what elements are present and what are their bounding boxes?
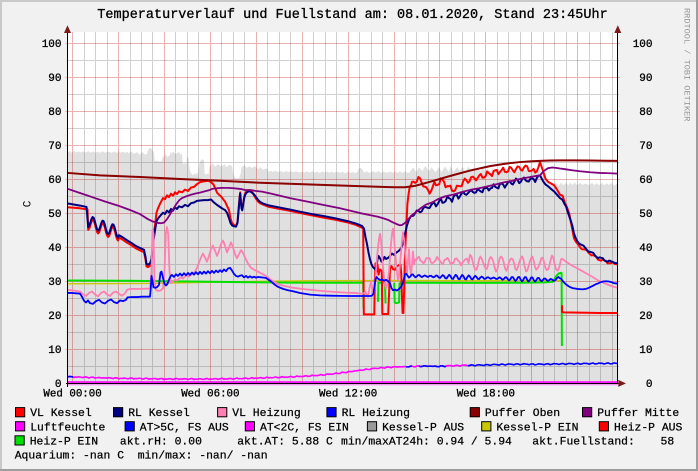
svg-text:akt.Fuellstand:: akt.Fuellstand: bbox=[532, 436, 635, 448]
svg-text:100: 100 bbox=[42, 39, 62, 51]
svg-text:Kessel-P AUS: Kessel-P AUS bbox=[382, 422, 464, 434]
svg-text:RRDTOOL / TOBI OETIKER: RRDTOOL / TOBI OETIKER bbox=[682, 8, 692, 121]
svg-text:Luftfeuchte: Luftfeuchte bbox=[30, 422, 105, 434]
svg-text:80: 80 bbox=[639, 107, 652, 119]
svg-text:Puffer Mitte: Puffer Mitte bbox=[597, 408, 679, 420]
svg-text:50: 50 bbox=[48, 209, 61, 221]
svg-text:Wed 12:00: Wed 12:00 bbox=[319, 388, 377, 400]
svg-text:40: 40 bbox=[639, 243, 652, 255]
svg-text:C: C bbox=[23, 200, 35, 207]
svg-text:RL Kessel: RL Kessel bbox=[128, 408, 190, 420]
svg-text:Kessel-P EIN: Kessel-P EIN bbox=[496, 422, 578, 434]
svg-text:60: 60 bbox=[639, 175, 652, 187]
svg-text:Heiz-P AUS: Heiz-P AUS bbox=[614, 422, 683, 434]
svg-text:VL Kessel: VL Kessel bbox=[30, 408, 92, 420]
svg-text:akt.rH: 0.00: akt.rH: 0.00 bbox=[120, 436, 202, 448]
svg-text:Heiz-P EIN: Heiz-P EIN bbox=[30, 436, 98, 448]
svg-text:Wed 06:00: Wed 06:00 bbox=[181, 388, 239, 400]
svg-text:akt.AT: 5.88 C: akt.AT: 5.88 C bbox=[237, 436, 333, 448]
svg-text:min/maxAT24h: 0.94 / 5.94: min/maxAT24h: 0.94 / 5.94 bbox=[341, 436, 512, 448]
svg-text:Temperaturverlauf und Fuellsta: Temperaturverlauf und Fuellstand am: 08.… bbox=[97, 8, 607, 23]
svg-text:90: 90 bbox=[639, 73, 652, 85]
svg-text:RL Heizung: RL Heizung bbox=[342, 408, 410, 420]
svg-text:50: 50 bbox=[639, 209, 652, 221]
svg-text:60: 60 bbox=[48, 175, 61, 187]
svg-text:Wed 18:00: Wed 18:00 bbox=[457, 388, 515, 400]
svg-text:20: 20 bbox=[639, 311, 652, 323]
svg-text:90: 90 bbox=[48, 73, 61, 85]
svg-text:70: 70 bbox=[48, 141, 61, 153]
svg-text:Aquarium: -nan C min/max: -na: Aquarium: -nan C min/max: -nan/ -nan bbox=[15, 451, 268, 463]
svg-text:80: 80 bbox=[48, 107, 61, 119]
svg-text:58: 58 bbox=[661, 436, 675, 448]
svg-text:10: 10 bbox=[639, 345, 652, 357]
svg-text:VL Heizung: VL Heizung bbox=[232, 408, 300, 420]
svg-text:30: 30 bbox=[639, 277, 652, 289]
svg-text:100: 100 bbox=[633, 39, 653, 51]
svg-text:0: 0 bbox=[646, 379, 653, 391]
svg-text:AT<2C, FS EIN: AT<2C, FS EIN bbox=[260, 422, 349, 434]
svg-text:Puffer Oben: Puffer Oben bbox=[485, 408, 560, 420]
svg-text:20: 20 bbox=[48, 311, 61, 323]
svg-text:AT>5C, FS AUS: AT>5C, FS AUS bbox=[140, 422, 229, 434]
svg-text:40: 40 bbox=[48, 243, 61, 255]
svg-text:30: 30 bbox=[48, 277, 61, 289]
svg-text:10: 10 bbox=[48, 345, 61, 357]
svg-text:Wed 00:00: Wed 00:00 bbox=[43, 388, 101, 400]
svg-text:70: 70 bbox=[639, 141, 652, 153]
svg-text:0: 0 bbox=[55, 379, 62, 391]
